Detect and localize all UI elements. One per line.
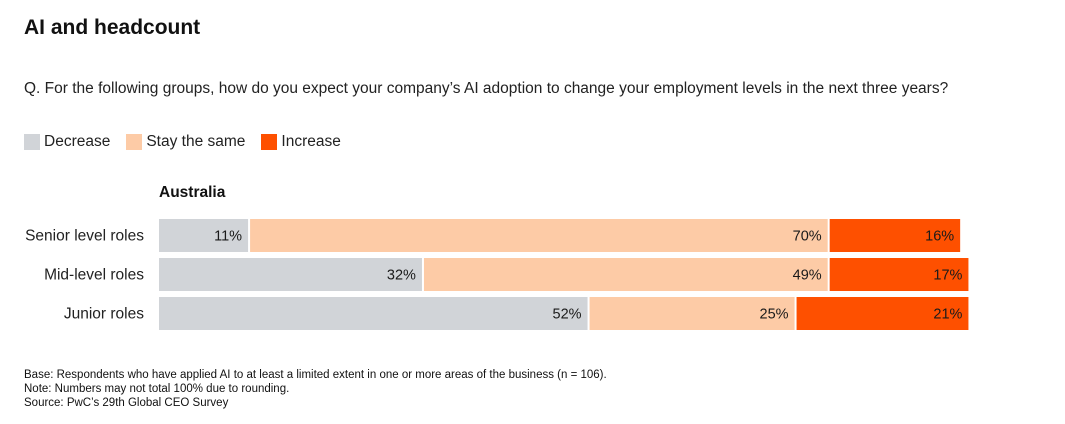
bar-segment-decrease: [159, 258, 422, 291]
data-label: 32%: [387, 268, 416, 284]
data-label: 17%: [933, 268, 962, 284]
data-label: 21%: [933, 307, 962, 323]
bar-segment-stay-the-same: [423, 258, 828, 291]
bar-segment-increase: [829, 219, 961, 252]
footnote-source: Source: PwC’s 29th Global CEO Survey: [24, 397, 229, 409]
legend-label-stay-the-same: Stay the same: [146, 133, 246, 150]
legend: Decrease Stay the same Increase: [24, 132, 357, 152]
data-label: 16%: [925, 229, 954, 245]
survey-question: Q. For the following groups, how do you …: [24, 80, 949, 97]
bar-segment-decrease: [159, 219, 249, 252]
legend-item-stay-the-same: Stay the same: [126, 133, 245, 151]
chart-title: AI and headcount: [24, 16, 201, 39]
group-label: Australia: [159, 184, 226, 201]
category-label: Mid-level roles: [44, 267, 144, 284]
data-label: 11%: [214, 229, 242, 245]
legend-label-decrease: Decrease: [44, 133, 111, 150]
data-label: 49%: [793, 268, 822, 284]
footnotes: Base: Respondents who have applied AI to…: [24, 368, 607, 410]
data-label: 25%: [760, 307, 789, 323]
bar-segment-increase: [829, 258, 969, 291]
legend-label-increase: Increase: [281, 133, 341, 150]
bar-segment-increase: [796, 297, 969, 330]
footnote-note: Note: Numbers may not total 100% due to …: [24, 383, 290, 395]
legend-swatch-stay-the-same: [126, 134, 143, 150]
legend-item-decrease: Decrease: [24, 133, 110, 151]
bar-segment-stay-the-same: [250, 219, 828, 252]
bar-segment-stay-the-same: [589, 297, 795, 330]
category-label: Senior level roles: [25, 228, 144, 245]
legend-swatch-decrease: [24, 134, 40, 150]
footnote-base: Base: Respondents who have applied AI to…: [24, 369, 607, 381]
data-label: 52%: [553, 307, 582, 323]
legend-swatch-increase: [261, 134, 278, 150]
bar-segment-decrease: [159, 297, 588, 330]
data-label: 70%: [793, 229, 822, 245]
legend-item-increase: Increase: [261, 133, 341, 151]
category-label: Junior roles: [64, 306, 144, 323]
